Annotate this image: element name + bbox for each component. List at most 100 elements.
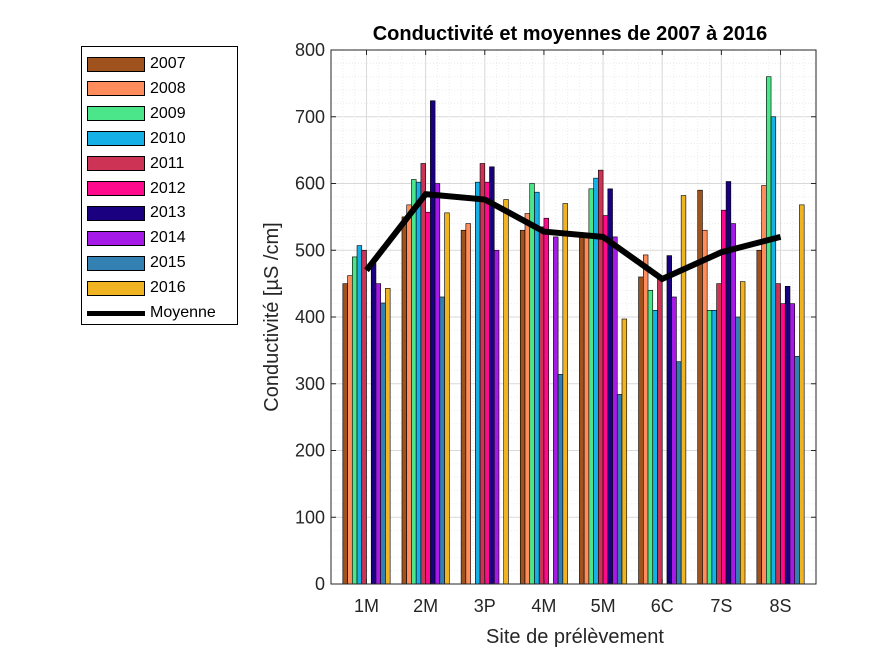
legend-swatch bbox=[87, 255, 145, 271]
y-tick-label: 600 bbox=[295, 174, 325, 194]
legend-swatch bbox=[87, 156, 145, 172]
bars bbox=[342, 76, 805, 585]
x-tick-label: 2M bbox=[413, 596, 438, 616]
y-tick-label: 400 bbox=[295, 307, 325, 327]
legend-label: 2009 bbox=[150, 104, 186, 122]
x-tick-label: 5M bbox=[591, 596, 616, 616]
bar-2015-6C bbox=[676, 361, 682, 585]
legend-label: 2013 bbox=[150, 204, 186, 222]
bar-2011-7S bbox=[716, 283, 722, 585]
bar-2007-8S bbox=[756, 249, 762, 585]
bar-2007-1M bbox=[342, 283, 348, 585]
y-tick-label: 800 bbox=[295, 40, 325, 60]
x-tick-label: 4M bbox=[531, 596, 556, 616]
legend-item-2008: 2008 bbox=[87, 79, 186, 99]
bar-2007-5M bbox=[579, 236, 585, 585]
bar-2010-6C bbox=[652, 310, 658, 585]
bar-2016-1M bbox=[385, 287, 391, 585]
bar-2016-2M bbox=[444, 212, 450, 585]
x-tick-label: 1M bbox=[354, 596, 379, 616]
bar-2008-7S bbox=[702, 229, 708, 585]
bar-2012-2M bbox=[425, 211, 431, 585]
bar-2013-1M bbox=[370, 263, 377, 585]
legend-label: 2011 bbox=[150, 154, 185, 172]
legend-label: 2015 bbox=[150, 254, 186, 272]
bar-2010-1M bbox=[356, 245, 363, 585]
bar-2016-7S bbox=[739, 281, 746, 585]
legend-item-mean: Moyenne bbox=[87, 303, 216, 323]
bar-2014-6C bbox=[671, 296, 677, 585]
bar-2007-7S bbox=[697, 189, 703, 585]
bar-2014-4M bbox=[553, 236, 559, 585]
bar-2008-4M bbox=[524, 213, 531, 585]
legend-swatch bbox=[87, 230, 145, 246]
bar-2016-5M bbox=[621, 318, 628, 585]
bar-2009-2M bbox=[411, 179, 417, 585]
legend-item-2014: 2014 bbox=[87, 228, 186, 248]
bar-2007-6C bbox=[638, 276, 644, 585]
bar-2013-3P bbox=[489, 166, 495, 585]
bar-2016-8S bbox=[799, 204, 805, 585]
legend-item-2016: 2016 bbox=[87, 278, 186, 298]
bar-2011-4M bbox=[538, 226, 545, 585]
legend-item-2007: 2007 bbox=[87, 54, 186, 74]
bar-2011-8S bbox=[775, 283, 781, 585]
bar-2008-2M bbox=[406, 204, 412, 585]
legend-swatch bbox=[87, 56, 145, 72]
bar-2009-7S bbox=[706, 310, 713, 585]
legend-item-2010: 2010 bbox=[87, 129, 186, 149]
legend-label: 2007 bbox=[150, 55, 186, 72]
bar-2007-4M bbox=[519, 229, 526, 585]
bar-2016-4M bbox=[562, 203, 568, 585]
bar-2007-3P bbox=[460, 229, 467, 585]
bar-2012-4M bbox=[543, 217, 549, 585]
bar-2015-5M bbox=[616, 394, 623, 585]
legend-swatch bbox=[87, 181, 145, 196]
y-tick-label: 300 bbox=[295, 374, 325, 394]
legend-swatch bbox=[87, 131, 145, 147]
bar-2010-3P bbox=[475, 181, 481, 585]
legend-swatch bbox=[87, 205, 145, 221]
bar-2014-5M bbox=[612, 236, 618, 585]
legend-label: 2012 bbox=[150, 179, 186, 197]
bar-2008-3P bbox=[465, 223, 471, 585]
legend-swatch bbox=[87, 81, 145, 97]
bar-2010-7S bbox=[711, 310, 717, 585]
bar-2016-3P bbox=[503, 199, 509, 585]
x-tick-label: 6C bbox=[651, 596, 674, 616]
bar-2011-1M bbox=[361, 249, 367, 585]
bar-2008-1M bbox=[347, 275, 353, 585]
bar-2011-6C bbox=[657, 276, 663, 585]
bar-2011-5M bbox=[598, 169, 604, 585]
bar-2009-8S bbox=[766, 76, 772, 585]
legend-swatch bbox=[87, 106, 145, 122]
bar-2010-4M bbox=[534, 191, 540, 585]
bar-2012-3P bbox=[484, 181, 490, 585]
bar-2012-7S bbox=[721, 209, 727, 585]
legend-swatch bbox=[87, 280, 145, 296]
chart-title: Conductivité et moyennes de 2007 à 2016 bbox=[373, 23, 768, 45]
bar-2015-2M bbox=[439, 296, 445, 585]
bar-2011-3P bbox=[479, 163, 486, 585]
bar-2014-7S bbox=[730, 223, 736, 585]
legend-item-2012: 2012 bbox=[87, 179, 186, 199]
y-tick-label: 700 bbox=[295, 107, 325, 127]
x-tick-label: 7S bbox=[710, 596, 732, 616]
legend-label: 2008 bbox=[150, 79, 186, 97]
legend-item-2015: 2015 bbox=[87, 253, 186, 273]
y-tick-label: 100 bbox=[295, 507, 325, 527]
bar-2009-5M bbox=[588, 188, 594, 585]
legend-label: Moyenne bbox=[150, 304, 216, 321]
legend-item-2011: 2011 bbox=[87, 154, 184, 174]
bar-2013-2M bbox=[430, 100, 436, 585]
x-axis-label: Site de prélèvement bbox=[486, 626, 664, 648]
bar-2013-5M bbox=[607, 188, 613, 585]
bar-2012-5M bbox=[602, 215, 609, 585]
bar-2007-2M bbox=[401, 216, 408, 585]
y-axis-label: Conductivité [µS /cm] bbox=[261, 222, 283, 411]
legend-label: 2014 bbox=[150, 229, 186, 247]
legend-line-swatch bbox=[87, 306, 145, 321]
bar-2016-6C bbox=[680, 195, 687, 585]
x-tick-label: 8S bbox=[769, 596, 791, 616]
y-tick-label: 500 bbox=[295, 240, 325, 260]
